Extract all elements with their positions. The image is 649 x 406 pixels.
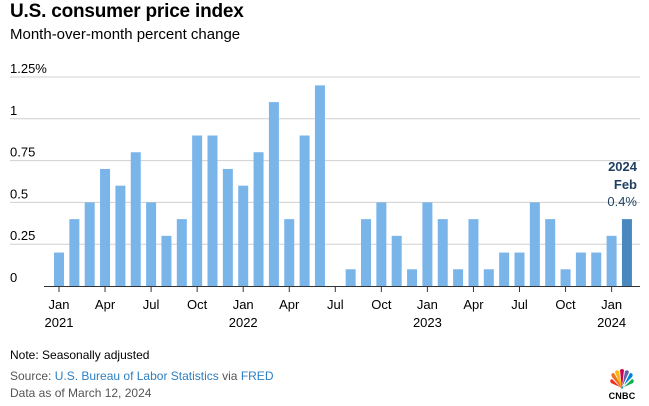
bar [314,85,325,286]
x-year-label: 2022 [229,315,258,330]
x-tick-label: Jan [49,297,70,312]
x-tick-label: Apr [463,297,484,312]
bar [69,219,80,286]
x-year-label: 2024 [597,315,626,330]
y-tick-label: 0.5 [10,186,28,201]
source-prefix: Source: [10,369,55,383]
bar [529,202,540,286]
source-link-fred[interactable]: FRED [240,369,274,383]
bar [407,269,418,286]
bar [483,269,494,286]
bar [545,219,556,286]
source-line: Source: U.S. Bureau of Labor Statistics … [10,369,273,383]
x-tick-label: Oct [371,297,392,312]
annotation-month: Feb [614,177,637,192]
x-tick-label: Jul [143,297,160,312]
bar [437,219,448,286]
annotation-year: 2024 [608,159,638,174]
bar [176,219,187,286]
bar [361,219,371,286]
x-tick-label: Apr [279,297,300,312]
bar [253,152,264,286]
bar [207,135,218,286]
y-tick-label: 1 [10,103,17,118]
bar [146,202,157,286]
x-year-label: 2021 [45,315,74,330]
bar [299,135,310,286]
x-tick-label: Jan [417,297,438,312]
chart-title: U.S. consumer price index [10,1,244,22]
footnote-seasonal: Note: Seasonally adjusted [10,348,150,362]
x-tick-label: Jan [233,297,254,312]
bar [376,202,387,286]
x-tick-label: Jul [511,297,528,312]
x-tick-label: Jul [327,297,344,312]
bar [422,202,433,286]
x-tick-label: Apr [95,297,116,312]
bar [130,152,141,286]
cnbc-logo: CNBC [604,369,640,403]
bar [575,252,586,286]
bar [499,252,510,286]
y-tick-label: 0.25 [10,228,35,243]
bar [560,269,571,286]
bar [115,185,126,286]
bar [391,235,402,286]
source-link-bls[interactable]: U.S. Bureau of Labor Statistics [54,369,219,383]
bar [621,219,632,286]
x-year-label: 2023 [413,315,442,330]
bar [606,235,617,286]
bar [453,269,464,286]
cnbc-wordmark: CNBC [608,391,636,401]
y-tick-label: 0 [10,270,17,285]
bar [345,269,356,286]
bar [84,202,95,286]
source-via: via [218,369,241,383]
bar [591,252,602,286]
data-as-of: Data as of March 12, 2024 [10,386,152,400]
bar [100,168,111,286]
bar [514,252,525,286]
annotation-value: 0.4% [607,194,637,209]
bar [284,219,295,286]
y-tick-label: 1.25% [10,61,47,76]
x-tick-label: Oct [555,297,576,312]
bar [161,235,172,286]
x-tick-label: Oct [187,297,208,312]
bar [54,252,64,286]
x-tick-label: Jan [601,297,622,312]
bar [468,219,479,286]
peacock-icon [610,369,634,389]
bar [268,102,279,286]
bar [238,185,249,286]
bar [222,168,233,286]
chart-subtitle: Month-over-month percent change [10,26,241,43]
cpi-bar-chart: 1.25% 1 0.75 0.5 0.25 0 Jan 2021 Apr Jul Oct Jan 202… [10,61,640,330]
y-tick-label: 0.75 [10,145,35,160]
bar [192,135,203,286]
